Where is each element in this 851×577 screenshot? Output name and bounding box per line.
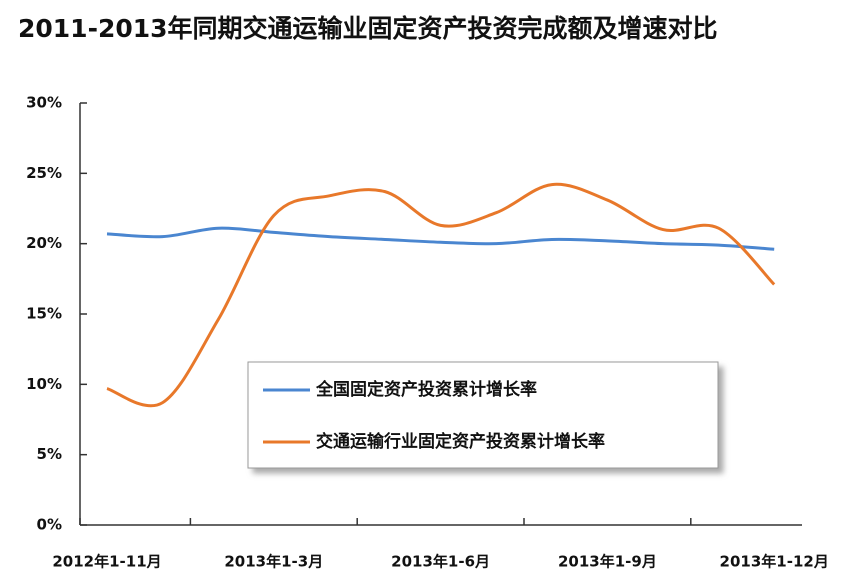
y-tick-label: 0%	[37, 516, 62, 534]
legend-box	[247, 361, 719, 469]
legend-label: 交通运输行业固定资产投资累计增长率	[316, 431, 605, 452]
series-line	[106, 182, 776, 408]
y-tick-label: 5%	[37, 445, 62, 463]
legend-label: 全国固定资产投资累计增长率	[315, 379, 537, 400]
x-tick-label: 2013年1-6月	[391, 553, 490, 571]
y-tick-label: 30%	[26, 94, 62, 112]
series-line	[106, 226, 775, 251]
chart-title: 2011-2013年同期交通运输业固定资产投资完成额及增速对比	[18, 14, 718, 43]
x-tick-label: 2013年1-12月	[720, 553, 829, 571]
y-tick-label: 25%	[26, 164, 62, 182]
y-tick-label: 20%	[26, 234, 62, 252]
x-tick-label: 2012年1-11月	[52, 553, 161, 571]
x-tick-label: 2013年1-3月	[224, 553, 323, 571]
y-tick-label: 10%	[26, 375, 62, 393]
y-tick-label: 15%	[26, 305, 62, 323]
x-tick-label: 2013年1-9月	[558, 553, 657, 571]
